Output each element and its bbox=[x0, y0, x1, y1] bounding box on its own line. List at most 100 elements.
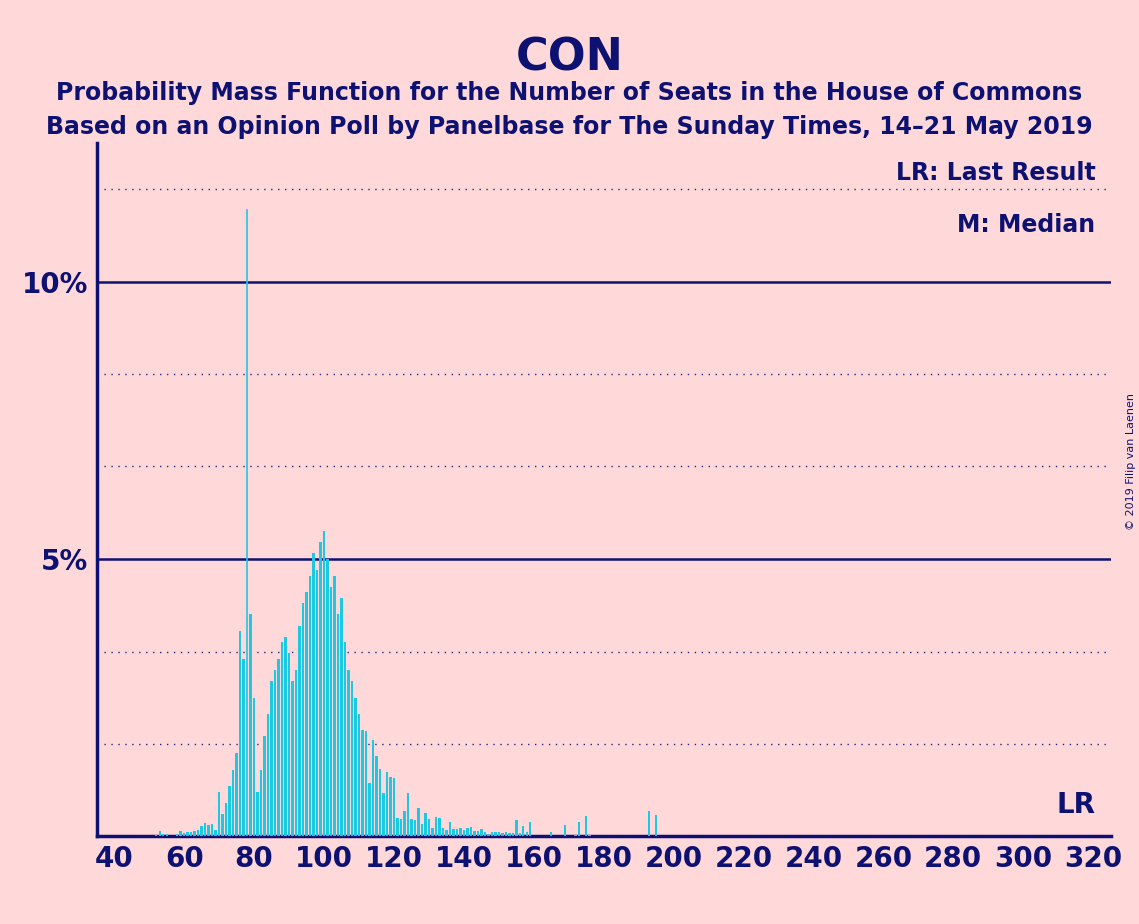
Bar bbox=[273, 670, 277, 836]
Bar bbox=[256, 792, 259, 836]
Bar bbox=[393, 778, 395, 836]
Bar bbox=[501, 833, 503, 836]
Bar bbox=[379, 769, 382, 836]
Bar bbox=[400, 819, 402, 836]
Bar bbox=[469, 827, 472, 836]
Bar bbox=[427, 819, 431, 836]
Bar bbox=[298, 626, 301, 836]
Bar bbox=[528, 822, 532, 836]
Bar bbox=[187, 832, 189, 836]
Bar bbox=[337, 614, 339, 836]
Bar bbox=[368, 783, 370, 836]
Bar bbox=[224, 803, 228, 836]
Bar bbox=[413, 820, 416, 836]
Bar bbox=[207, 825, 210, 836]
Bar bbox=[424, 813, 427, 836]
Bar bbox=[260, 770, 262, 836]
Bar bbox=[484, 832, 486, 836]
Bar bbox=[278, 659, 280, 836]
Bar bbox=[183, 833, 186, 836]
Bar bbox=[288, 653, 290, 836]
Bar bbox=[361, 730, 363, 836]
Bar bbox=[445, 830, 448, 836]
Text: CON: CON bbox=[516, 37, 623, 80]
Bar bbox=[386, 772, 388, 836]
Bar bbox=[312, 553, 314, 836]
Bar bbox=[180, 832, 182, 836]
Bar bbox=[263, 736, 265, 836]
Bar bbox=[322, 531, 326, 836]
Bar bbox=[221, 814, 224, 836]
Bar bbox=[155, 835, 157, 836]
Bar bbox=[577, 821, 581, 836]
Bar bbox=[302, 603, 304, 836]
Bar bbox=[200, 826, 203, 836]
Bar bbox=[197, 830, 199, 836]
Bar bbox=[505, 833, 507, 836]
Text: LR: LR bbox=[1056, 791, 1096, 819]
Text: LR: Last Result: LR: Last Result bbox=[895, 161, 1096, 185]
Bar bbox=[285, 637, 287, 836]
Bar bbox=[358, 714, 360, 836]
Bar bbox=[239, 631, 241, 836]
Text: M: Median: M: Median bbox=[957, 213, 1096, 237]
Bar bbox=[435, 817, 437, 836]
Bar bbox=[354, 698, 357, 836]
Bar bbox=[564, 825, 566, 836]
Bar bbox=[407, 793, 409, 836]
Bar bbox=[383, 793, 385, 836]
Bar bbox=[165, 834, 167, 836]
Bar bbox=[371, 740, 375, 836]
Bar bbox=[396, 818, 399, 836]
Bar bbox=[316, 570, 318, 836]
Bar bbox=[232, 770, 235, 836]
Bar bbox=[574, 834, 577, 836]
Bar bbox=[439, 818, 441, 836]
Text: Based on an Opinion Poll by Panelbase for The Sunday Times, 14–21 May 2019: Based on an Opinion Poll by Panelbase fo… bbox=[47, 115, 1092, 139]
Bar bbox=[508, 833, 510, 836]
Text: Probability Mass Function for the Number of Seats in the House of Commons: Probability Mass Function for the Number… bbox=[56, 81, 1083, 105]
Bar bbox=[550, 833, 552, 836]
Bar bbox=[292, 681, 294, 836]
Bar bbox=[585, 816, 588, 836]
Bar bbox=[334, 576, 336, 836]
Bar bbox=[249, 614, 252, 836]
Bar bbox=[305, 592, 308, 836]
Bar bbox=[522, 826, 524, 836]
Bar bbox=[309, 576, 311, 836]
Bar bbox=[281, 642, 284, 836]
Bar bbox=[494, 833, 497, 836]
Bar bbox=[236, 753, 238, 836]
Bar bbox=[158, 832, 161, 836]
Bar bbox=[476, 831, 480, 836]
Bar bbox=[218, 792, 220, 836]
Bar bbox=[204, 823, 206, 836]
Bar bbox=[341, 598, 343, 836]
Bar bbox=[351, 681, 353, 836]
Bar bbox=[456, 829, 458, 836]
Bar bbox=[177, 833, 179, 836]
Bar bbox=[319, 542, 321, 836]
Bar bbox=[295, 670, 297, 836]
Bar bbox=[403, 810, 405, 836]
Bar bbox=[190, 832, 192, 836]
Bar bbox=[518, 833, 521, 836]
Bar bbox=[229, 786, 231, 836]
Bar bbox=[481, 829, 483, 836]
Bar bbox=[473, 831, 476, 836]
Bar bbox=[270, 681, 273, 836]
Bar bbox=[410, 819, 412, 836]
Bar bbox=[364, 731, 367, 836]
Bar bbox=[466, 828, 468, 836]
Bar bbox=[420, 824, 423, 836]
Bar bbox=[344, 642, 346, 836]
Bar bbox=[417, 808, 419, 836]
Bar bbox=[390, 777, 392, 836]
Bar bbox=[452, 829, 454, 836]
Bar bbox=[330, 587, 333, 836]
Bar bbox=[589, 835, 591, 836]
Bar bbox=[194, 832, 196, 836]
Bar bbox=[211, 824, 213, 836]
Bar bbox=[442, 828, 444, 836]
Bar bbox=[267, 714, 269, 836]
